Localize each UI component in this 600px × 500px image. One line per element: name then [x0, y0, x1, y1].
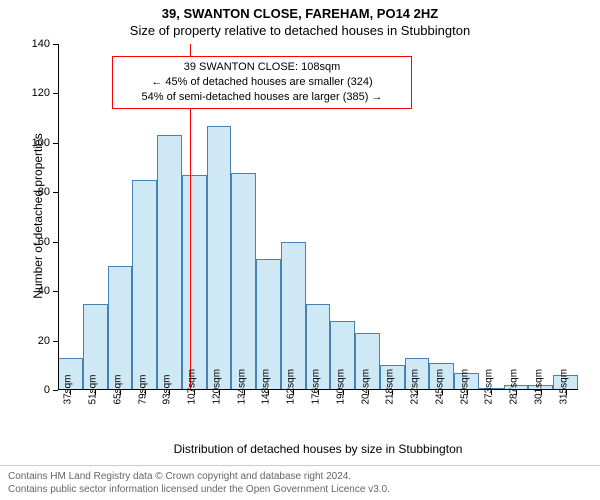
annotation-box: 39 SWANTON CLOSE: 108sqm ← 45% of detach… [112, 56, 412, 109]
annotation-line: 54% of semi-detached houses are larger (… [120, 90, 404, 105]
plot-area: 39 SWANTON CLOSE: 108sqm ← 45% of detach… [58, 44, 578, 390]
y-tick-label: 100 [24, 137, 50, 149]
histogram-bar [182, 175, 207, 390]
footer-attribution: Contains HM Land Registry data © Crown c… [0, 465, 600, 500]
y-tick-label: 40 [24, 285, 50, 297]
y-tick-mark [53, 44, 58, 45]
histogram-bar [132, 180, 157, 390]
histogram-bar [207, 126, 232, 390]
footer-line: Contains public sector information licen… [8, 483, 592, 496]
y-tick-mark [53, 390, 58, 391]
y-tick-label: 0 [24, 384, 50, 396]
y-tick-label: 60 [24, 236, 50, 248]
y-tick-mark [53, 242, 58, 243]
footer-line: Contains HM Land Registry data © Crown c… [8, 470, 592, 483]
histogram-bar [231, 173, 256, 390]
x-axis-label: Distribution of detached houses by size … [58, 442, 578, 456]
histogram-bar [157, 135, 182, 390]
y-tick-label: 140 [24, 38, 50, 50]
histogram-bar [108, 266, 133, 390]
y-tick-mark [53, 192, 58, 193]
y-tick-label: 120 [24, 87, 50, 99]
address-title: 39, SWANTON CLOSE, FAREHAM, PO14 2HZ [0, 0, 600, 21]
y-tick-mark [53, 341, 58, 342]
y-tick-label: 80 [24, 186, 50, 198]
y-tick-mark [53, 143, 58, 144]
y-tick-label: 20 [24, 335, 50, 347]
y-tick-mark [53, 291, 58, 292]
annotation-line: ← 45% of detached houses are smaller (32… [120, 75, 404, 90]
annotation-line: 39 SWANTON CLOSE: 108sqm [120, 60, 404, 75]
histogram-bar [281, 242, 306, 390]
chart-container: 39, SWANTON CLOSE, FAREHAM, PO14 2HZ Siz… [0, 0, 600, 500]
chart-subtitle: Size of property relative to detached ho… [0, 21, 600, 38]
y-axis-line [58, 44, 59, 390]
y-tick-mark [53, 93, 58, 94]
